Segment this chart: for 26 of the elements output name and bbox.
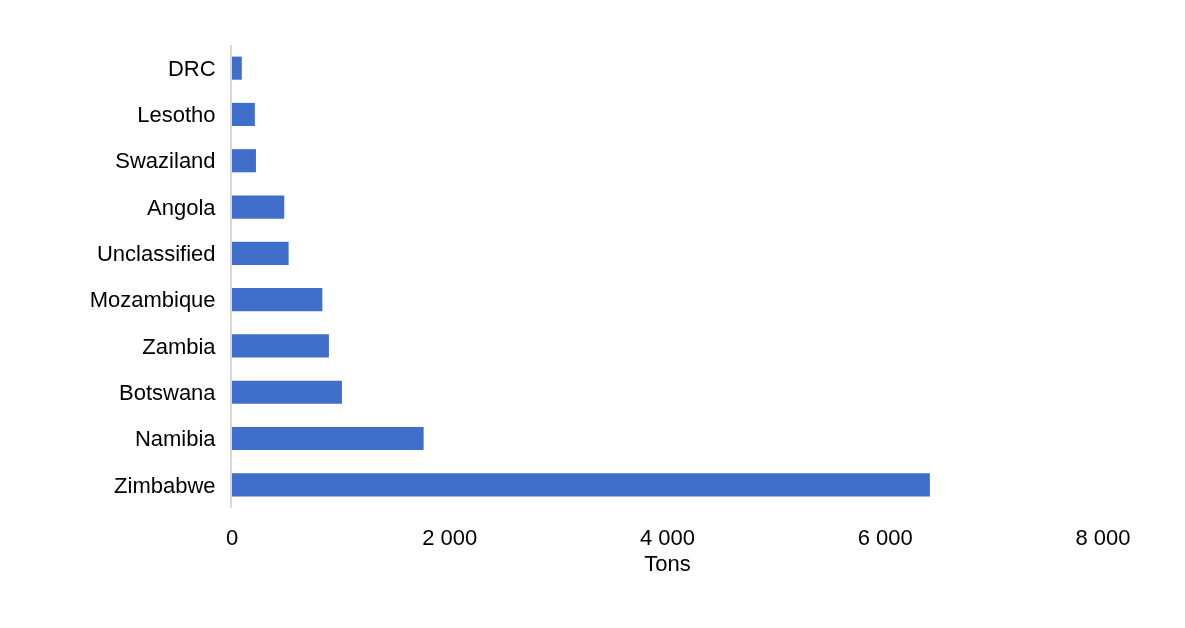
x-axis-title: Tons: [644, 550, 691, 576]
x-tick-label: 8 000: [1075, 525, 1131, 550]
y-tick-label: Botswana: [118, 379, 217, 405]
bar: [232, 56, 242, 80]
y-tick-label: Angola: [147, 194, 217, 220]
y-tick-label: Lesotho: [137, 102, 216, 128]
y-tick-label: DRC: [167, 55, 216, 81]
y-tick-label: Namibia: [134, 426, 217, 452]
x-tick-label: 6 000: [857, 525, 913, 550]
x-tick-label: 2 000: [422, 525, 478, 550]
bar: [232, 380, 342, 404]
y-tick-label: Mozambique: [89, 287, 216, 313]
bar: [232, 149, 256, 173]
y-tick-label: Unclassified: [96, 241, 216, 267]
bar: [232, 102, 255, 127]
bar: [232, 241, 289, 265]
y-tick-label: Zimbabwe: [114, 472, 216, 498]
x-tick-label: 4 000: [639, 525, 696, 550]
bar: [232, 473, 930, 497]
bar: [232, 195, 285, 219]
bar: [232, 426, 424, 451]
bar: [232, 334, 329, 358]
y-tick-label: Swaziland: [115, 148, 216, 174]
bar: [232, 288, 323, 312]
y-tick-label: Zambia: [142, 333, 217, 359]
x-tick-label: 0: [225, 525, 239, 550]
